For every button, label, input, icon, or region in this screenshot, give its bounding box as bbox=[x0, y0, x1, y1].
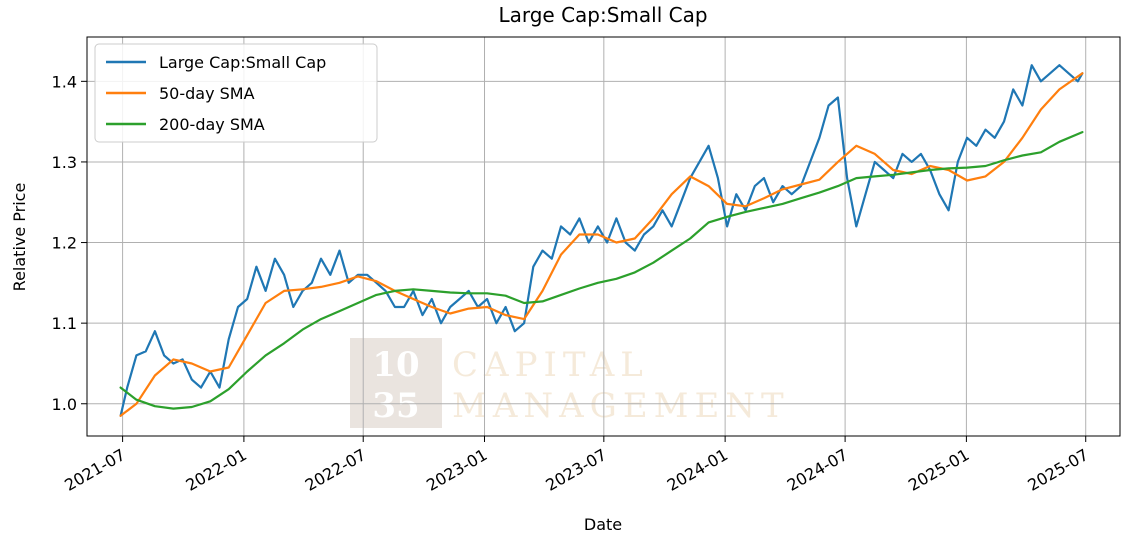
y-tick-label: 1.2 bbox=[52, 234, 77, 253]
x-tick-label: 2025-07 bbox=[1024, 445, 1091, 495]
plot-lines bbox=[119, 64, 1084, 417]
x-tick-label: 2022-01 bbox=[182, 445, 249, 495]
x-axis-label: Date bbox=[584, 515, 622, 534]
x-tick-label: 2024-07 bbox=[784, 445, 851, 495]
chart-title: Large Cap:Small Cap bbox=[498, 3, 707, 27]
plot-frame bbox=[86, 36, 1121, 437]
watermark-num-bottom: 35 bbox=[372, 386, 419, 426]
y-tick-label: 1.3 bbox=[52, 153, 77, 172]
y-tick-label: 1.1 bbox=[52, 314, 77, 333]
watermark-line1: CAPITAL bbox=[452, 345, 649, 385]
watermark: 10 35 CAPITAL MANAGEMENT bbox=[350, 338, 790, 428]
x-tick-label: 2023-07 bbox=[542, 445, 609, 495]
x-axis: 2021-07 2022-01 2022-07 2023-01 2023-07 2024-… bbox=[61, 436, 1092, 495]
legend: Large Cap:Small Cap 50-day SMA 200-day S… bbox=[94, 43, 378, 143]
y-axis: 1.0 1.1 1.2 1.3 1.4 bbox=[52, 72, 87, 414]
x-tick-label: 2021-07 bbox=[61, 445, 128, 495]
watermark-box bbox=[350, 338, 442, 428]
x-tick-label: 2024-01 bbox=[664, 445, 731, 495]
x-tick-label: 2023-01 bbox=[423, 445, 490, 495]
x-tick-label: 2025-01 bbox=[905, 445, 972, 495]
x-tick-label: 2022-07 bbox=[302, 445, 369, 495]
legend-label-sma50: 50-day SMA bbox=[159, 84, 255, 103]
watermark-line2: MANAGEMENT bbox=[452, 386, 790, 426]
y-tick-label: 1.0 bbox=[52, 395, 77, 414]
series-line-200-day-sma bbox=[119, 131, 1084, 410]
legend-label-ratio: Large Cap:Small Cap bbox=[159, 53, 326, 72]
y-tick-label: 1.4 bbox=[52, 72, 77, 91]
watermark-num-top: 10 bbox=[372, 345, 419, 385]
y-axis-label: Relative Price bbox=[10, 183, 29, 292]
legend-box bbox=[94, 43, 378, 143]
series-line-large-small-ratio bbox=[119, 64, 1084, 417]
legend-label-sma200: 200-day SMA bbox=[159, 115, 265, 134]
